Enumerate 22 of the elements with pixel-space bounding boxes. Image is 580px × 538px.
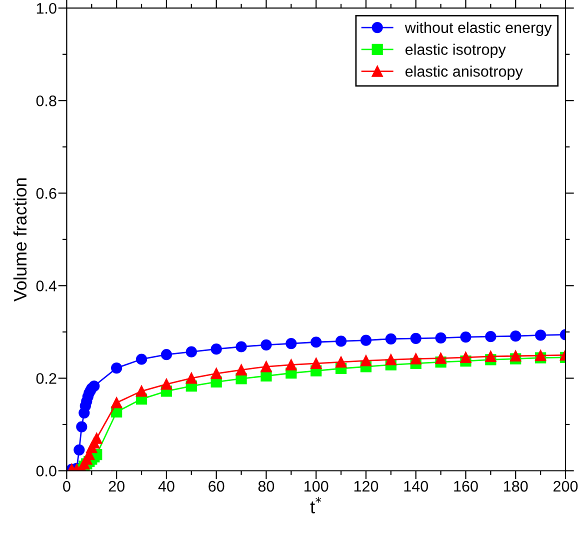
y-tick-label: 0.4 <box>36 280 57 292</box>
x-tick-label: 160 <box>454 480 478 492</box>
y-axis-title: Volume fraction <box>13 178 27 302</box>
legend-label: without elastic energy <box>404 22 552 36</box>
legend-label: elastic isotropy <box>405 44 506 58</box>
x-axis-title: t$^{*}$ <box>310 496 322 514</box>
x-tick-label: 140 <box>404 480 428 492</box>
x-tick-label: 60 <box>208 480 224 492</box>
x-tick-label: 180 <box>504 480 528 492</box>
x-tick-label: 100 <box>304 480 328 492</box>
y-tick-label: 0.8 <box>36 95 56 106</box>
x-tick-label: 40 <box>158 480 174 492</box>
x-tick-label: 200 <box>554 480 578 492</box>
y-tick-label: 0.0 <box>36 466 56 476</box>
x-tick-label: 120 <box>354 480 378 492</box>
legend-label: elastic anisotropy <box>405 66 523 80</box>
x-tick-label: 20 <box>108 480 124 492</box>
y-tick-label: 0.2 <box>36 373 56 384</box>
y-tick-label: 1.0 <box>36 2 56 14</box>
x-tick-label: 80 <box>258 480 274 492</box>
y-tick-label: 0.6 <box>36 188 56 199</box>
x-tick-label: 0 <box>63 480 70 492</box>
